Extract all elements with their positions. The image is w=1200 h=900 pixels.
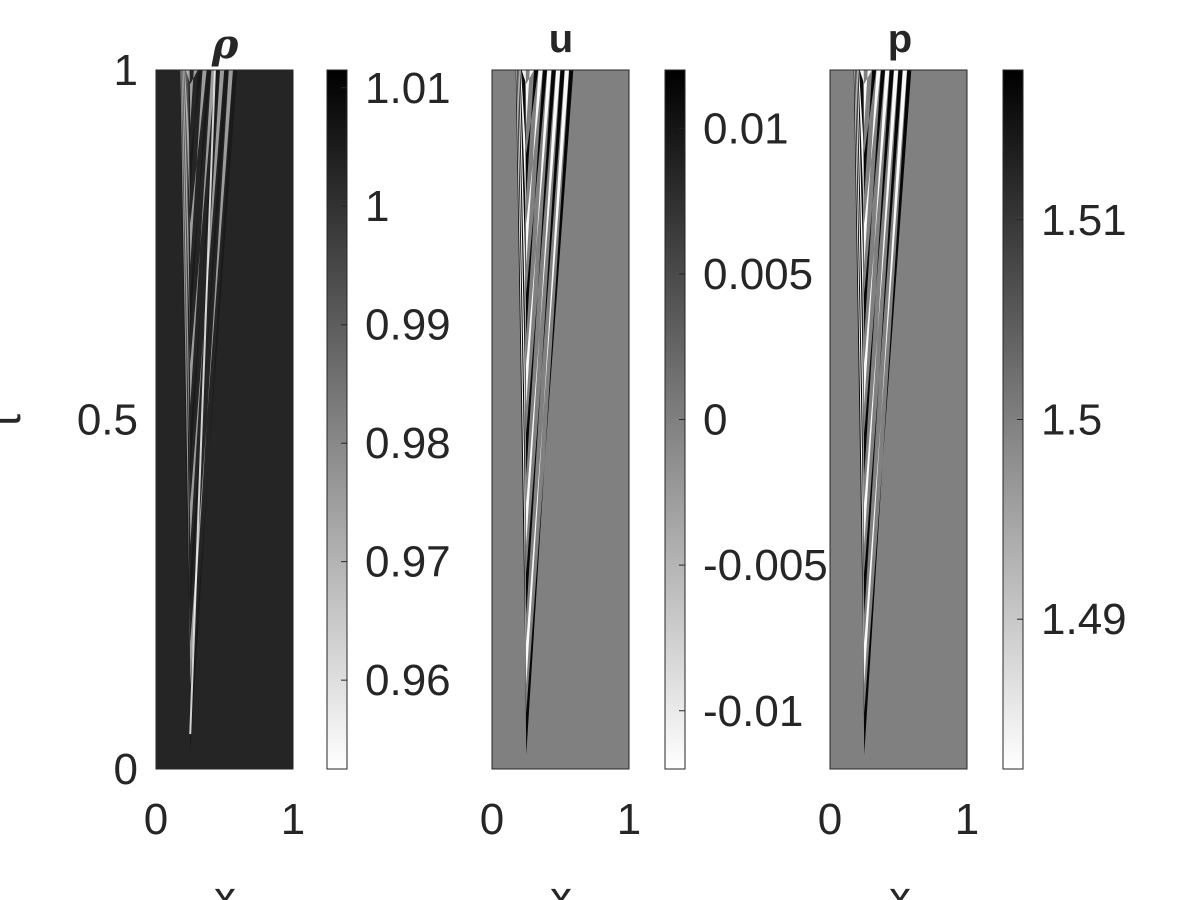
x-tick-label: 1 <box>281 795 305 844</box>
wave-band <box>520 70 543 266</box>
axes-box-u <box>491 69 630 770</box>
colorbar-tick-label: 0.98 <box>365 419 451 468</box>
x-tick-label: 1 <box>955 795 979 844</box>
ylabel-t: t <box>0 414 30 426</box>
colorbar-rho <box>326 69 348 770</box>
wave-band <box>181 70 225 546</box>
wave-band <box>517 70 565 616</box>
wave-band <box>185 70 198 126</box>
xlabel-rho: x <box>214 873 236 900</box>
y-tick-label: 1 <box>114 46 138 95</box>
heatmap-background <box>492 70 629 769</box>
x-tick-label: 1 <box>617 795 641 844</box>
wave-band <box>859 70 872 126</box>
colorbar-ticks-p: 1.49 1.5 1.51 <box>1017 196 1127 644</box>
y-tick-label: 0.5 <box>77 396 138 445</box>
colorbar-ticks-u: -0.01 -0.005 0 0.005 0.01 <box>679 104 828 736</box>
colorbar-tick-label: 0.01 <box>703 104 789 153</box>
wave-band <box>521 70 534 126</box>
wave-band <box>858 70 877 196</box>
wave-band <box>519 70 548 336</box>
wave-band <box>856 70 890 406</box>
wave-band <box>517 70 561 546</box>
xlabel-p: x <box>889 873 911 900</box>
colorbar-tick-label: 1.01 <box>365 64 451 113</box>
axes-box-p <box>829 69 968 770</box>
title-rho: ρ <box>211 21 239 68</box>
wave-band <box>515 70 574 756</box>
heatmap-background <box>156 70 293 769</box>
wave-band <box>857 70 886 336</box>
wave-cone <box>515 70 574 756</box>
wave-band <box>855 70 899 546</box>
heatmap-background <box>830 70 967 769</box>
colorbar-tick-label: 0.97 <box>365 538 451 587</box>
x-tick-label: 0 <box>818 795 842 844</box>
yticks-rho: 00.51 <box>77 46 163 794</box>
colorbar-tick-label: 1 <box>365 182 389 231</box>
wave-cone <box>179 70 238 756</box>
y-tick-label: 0 <box>114 745 138 794</box>
title-u: u <box>549 17 573 61</box>
heatmap-rho <box>156 70 293 769</box>
wave-band <box>520 70 539 196</box>
colorbar-tick-label: 0.99 <box>365 301 451 350</box>
wave-band <box>518 70 552 406</box>
wave-band <box>181 70 229 616</box>
wave-cone <box>853 70 912 756</box>
contact-line <box>189 70 216 735</box>
wave-band <box>516 70 569 686</box>
wave-band <box>853 70 912 756</box>
heatmap-u <box>492 70 629 769</box>
wave-band <box>183 70 212 336</box>
colorbar-tick-label: 1.49 <box>1041 595 1127 644</box>
wave-band <box>518 70 556 476</box>
wave-band <box>854 70 907 686</box>
wave-band <box>855 70 903 616</box>
colorbar-tick-label: 0.005 <box>703 250 813 299</box>
heatmap-p <box>830 70 967 769</box>
colorbar-tick-label: -0.01 <box>703 687 803 736</box>
colorbar-ticks-rho: 0.96 0.97 0.98 0.99 1 1.01 <box>341 64 451 705</box>
colorbar-tick-label: 0 <box>703 396 727 445</box>
wave-band <box>858 70 881 266</box>
colorbar-tick-label: 1.5 <box>1041 396 1102 445</box>
wave-band <box>184 70 203 196</box>
title-p: p <box>888 17 912 61</box>
colorbar-tick-label: -0.005 <box>703 541 828 590</box>
colorbar-tick-label: 1.51 <box>1041 196 1127 245</box>
wave-band <box>180 70 233 686</box>
wave-band <box>184 70 207 266</box>
x-tick-label: 0 <box>480 795 504 844</box>
wave-band <box>179 70 238 756</box>
xlabel-u: x <box>550 873 572 900</box>
wave-band <box>856 70 894 476</box>
wave-band <box>182 70 216 406</box>
x-tick-label: 0 <box>144 795 168 844</box>
colorbar-tick-label: 0.96 <box>365 656 451 705</box>
